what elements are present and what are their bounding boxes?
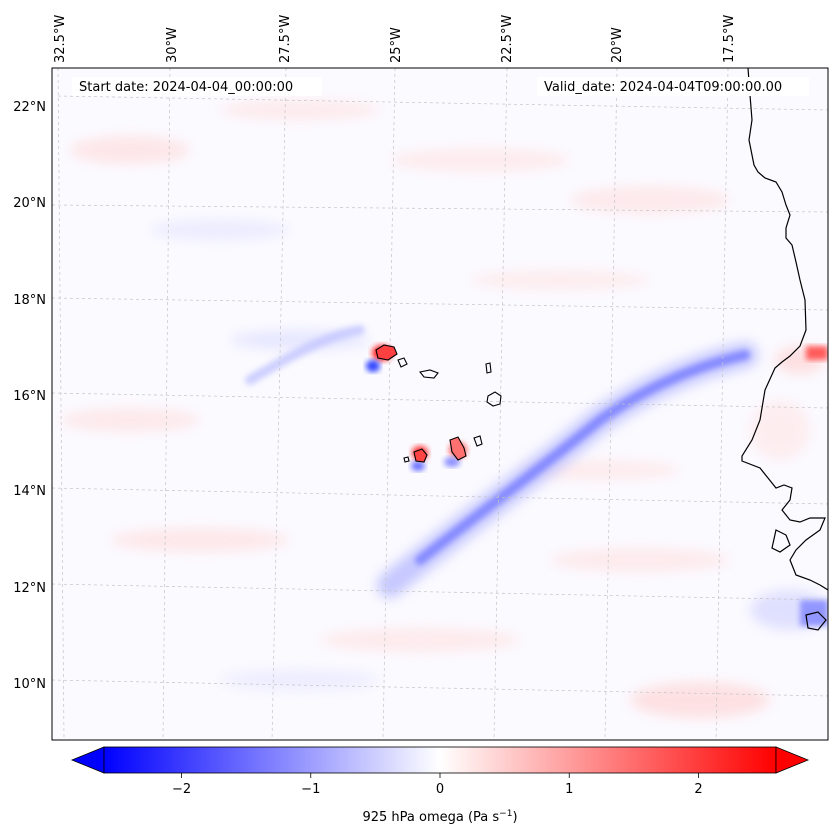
- latitude-labels: 22°N 20°N 18°N 16°N 14°N 12°N 10°N: [13, 100, 46, 692]
- island-boa-vista: [486, 391, 502, 407]
- colorbar-extend-max: [775, 746, 810, 774]
- colorbar-label-text: 925 hPa omega (Pa s: [362, 810, 499, 825]
- longitude-labels: 32.5°W 30°W 27.5°W 25°W 22.5°W 20°W 17.5…: [53, 15, 737, 63]
- valid-date-text: Valid_date: 2024-04-04T09:00:00.00: [544, 80, 782, 95]
- coastline: [741, 68, 828, 631]
- lat-label-12n: 12°N: [13, 581, 46, 596]
- island-maio: [473, 435, 483, 447]
- colorbar-tick-label: 0: [436, 782, 444, 797]
- island-brava: [403, 456, 410, 463]
- colorbar-label-close: ): [512, 810, 517, 825]
- colorbar-tick-label: −2: [172, 782, 191, 797]
- colorbar-tick-label: 2: [694, 782, 702, 797]
- lon-label-17-5w: 17.5°W: [722, 15, 737, 63]
- lon-label-32-5w: 32.5°W: [53, 15, 68, 63]
- lon-label-25w: 25°W: [389, 27, 404, 63]
- map-frame: [51, 67, 829, 741]
- colorbar-ticks: −2 −1 0 1 2: [172, 773, 703, 797]
- colorbar-label-exponent: −1: [499, 809, 512, 819]
- descending-motion-band: [245, 325, 758, 598]
- colorbar-tick-label: −1: [301, 782, 320, 797]
- start-date-box: [72, 77, 322, 96]
- lat-label-18n: 18°N: [13, 293, 46, 308]
- lon-label-20w: 20°W: [610, 27, 625, 63]
- start-date-text: Start date: 2024-04-04_00:00:00: [79, 80, 293, 95]
- lat-label-22n: 22°N: [13, 100, 46, 115]
- island-sao-nicolau: [419, 369, 439, 379]
- island-fogo: [413, 448, 428, 463]
- valid-date-box: [537, 77, 809, 96]
- island-santo-antao: [375, 344, 398, 361]
- colorbar-label: 925 hPa omega (Pa s−1): [362, 809, 517, 825]
- lon-label-22-5w: 22.5°W: [500, 15, 515, 63]
- lat-label-10n: 10°N: [13, 677, 46, 692]
- colorbar-extend-min: [70, 746, 105, 774]
- lat-label-14n: 14°N: [13, 484, 46, 499]
- colorbar: −2 −1 0 1 2 925 hPa omega (Pa s−1): [70, 746, 810, 825]
- colorbar-body: [103, 746, 777, 774]
- island-sao-vicente: [397, 357, 408, 368]
- lat-label-16n: 16°N: [13, 389, 46, 404]
- lon-label-30w: 30°W: [165, 27, 180, 63]
- map-background: [52, 68, 828, 740]
- cape-verde-islands: [375, 344, 502, 463]
- island-santiago: [449, 436, 467, 461]
- map-area: Start date: 2024-04-04_00:00:00 Valid_da…: [52, 68, 828, 740]
- lon-label-27-5w: 27.5°W: [278, 15, 293, 63]
- colorbar-tick-label: 1: [565, 782, 573, 797]
- island-sal: [485, 362, 492, 374]
- lat-label-20n: 20°N: [13, 196, 46, 211]
